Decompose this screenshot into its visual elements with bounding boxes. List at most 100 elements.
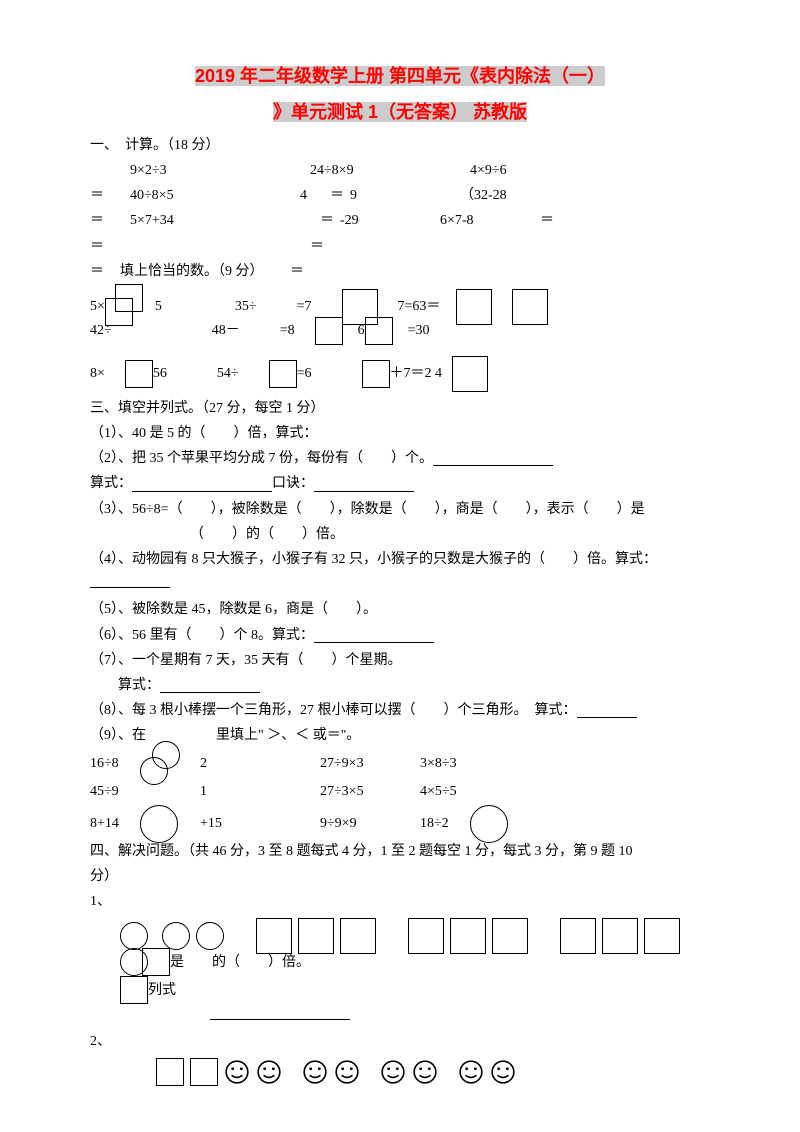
s3-q2b-row: 算式： 口诀： [90,471,710,496]
s3-q1: （1）、40 是 5 的（ ）倍，算式： [90,421,710,446]
s1-r2c2a: 4 [300,183,330,208]
cmp-r3c: 9÷9×9 [320,811,420,836]
blank-line-3 [314,477,414,492]
circle-blank-1 [140,805,178,843]
s3-q7b: 算式： [90,673,160,698]
shape-square [492,918,528,954]
cmp-r2d: 4×5÷5 [420,779,457,804]
smiley-icon [256,1059,282,1085]
cmp-r1d: 3×8÷3 [420,751,457,776]
s3-q3a: （3）、56÷8=（ ），被除数是（ ），除数是（ ），商是（ ），表示（ ）是 [90,497,710,522]
shape-square [644,918,680,954]
s4-q1list: 列式 [148,978,176,1003]
s4-head: 四、解决问题。（共 46 分，3 至 8 题每式 4 分，1 至 2 题每空 1… [90,839,710,864]
cmp-r2a: 45÷9 [90,779,140,804]
s1-r3c1: 5×7+34 [130,208,320,233]
s2-head-row: ＝ 填上恰当的数。（9 分） ＝ [90,259,710,284]
worksheet-page: 2019 年二年级数学上册 第四单元《表内除法（一） 》单元测试 1（无答案） … [0,0,800,1126]
s4-q1: 1、 [90,889,710,914]
cmp-r3d: 18÷2 [420,811,470,836]
s1-row2: ＝ 40÷8×5 4 ＝ 9 （32-28 [90,183,710,208]
shape-square [156,1058,184,1086]
empty-box-3 [512,289,548,325]
s2-r2d: 6 [358,318,365,343]
cmp-r2b: 1 [200,779,320,804]
smiley-row [120,1058,710,1086]
box-stack-1 [105,284,155,330]
s3-q7a: （7）、一个星期有 7 天，35 天有（ ）个星期。 [90,648,710,673]
empty-box-2 [456,289,492,325]
shape-circle [162,922,190,950]
s2-r1e: 7=63 [398,294,427,319]
cmp-row3: 8+14 +15 9÷9×9 18÷2 [90,805,710,839]
s3-q5: （5）、被除数是 45，除数是 6，商是（ ）。 [90,597,710,622]
s1-r1c3: 4×9÷6 [470,158,507,183]
s3-q2b: 算式： [90,471,132,496]
eq8: ＝ [90,259,100,284]
shape-square [408,918,444,954]
blank-line-4 [90,573,170,588]
eq9: ＝ [290,259,304,284]
cmp-r3b: +15 [200,811,320,836]
eq2: ＝ [330,183,350,208]
s1-row3: ＝ 5×7+34 ＝ -29 6×7-8 ＝ [90,208,710,233]
s2-r1c: 35÷ [235,294,257,319]
s4-q1text: 是 的（ ）倍。 [170,950,310,975]
s4-head2: 分） [90,864,710,889]
shape-square [142,948,170,976]
eq6: ＝ [90,234,100,259]
cmp-r1b: 2 [200,751,320,776]
empty-box-6 [125,360,153,388]
blank-line-6 [160,678,260,693]
empty-box-5 [365,317,393,345]
cmp-row2: 45÷9 1 27÷3×5 4×5÷5 [90,779,710,805]
s3-q6-row: （6）、56 里有（ ）个 8。算式： [90,623,710,648]
s3-q2a: （2）、把 35 个苹果平均分成 7 份，每份有（ ）个。 [90,446,433,471]
s2-r3c: 54÷ [217,361,239,386]
eq7: ＝ [310,234,330,259]
smiley-icon [380,1059,406,1085]
s2-row2: 42÷ 48－ =8 6 =30 [90,316,710,346]
title-text-1: 2019 年二年级数学上册 第四单元《表内除法（一） [195,66,605,86]
shape-square [190,1058,218,1086]
s2-row3: 8× 56 54÷ =6 ＋7＝2 4 [90,356,710,390]
s3-q9: （9）、在 里填上" ＞、＜ 或＝"。 [90,723,710,748]
s2-row1: 5× 5 35÷ =7 7=63 ＝ [90,284,710,316]
s2-r3d: =6 [297,361,312,386]
s3-q8: （8）、每 3 根小棒摆一个三角形，27 根小棒可以摆（ ）个三角形。 算式： [90,698,577,723]
smiley-icon [224,1059,250,1085]
s1-r2c3: （32-28 [460,183,507,208]
s3-q2a-row: （2）、把 35 个苹果平均分成 7 份，每份有（ ）个。 [90,446,710,471]
blank-line-8 [210,1005,350,1020]
s3-q8-row: （8）、每 3 根小棒摆一个三角形，27 根小棒可以摆（ ）个三角形。 算式： [90,698,710,723]
empty-box-7 [269,360,297,388]
shape-square [602,918,638,954]
circle-stack-1 [140,749,200,779]
eq1: ＝ [90,183,100,208]
smiley-icon [302,1059,328,1085]
eq5: ＝ [540,208,554,233]
smiley-icon [458,1059,484,1085]
s2-head: 填上恰当的数。（9 分） [120,259,290,284]
s3-q4: （4）、动物园有 8 只大猴子，小猴子有 32 只，小猴子的只数是大猴子的（ ）… [90,547,710,572]
cmp-row1: 16÷8 2 27÷9×3 3×8÷3 [90,749,710,779]
title-line-2: 》单元测试 1（无答案） 苏教版 [90,96,710,128]
blank-line-1 [433,451,553,466]
s3-q7b-row: 算式： [90,673,710,698]
shape-circle [196,922,224,950]
shape-circle [120,922,148,950]
s2-r2c: =8 [280,318,295,343]
s2-r2b: 48－ [212,318,240,343]
shape-square [560,918,596,954]
smiley-icon [490,1059,516,1085]
s2-r3b: 56 [153,361,167,386]
title-text-2: 》单元测试 1（无答案） 苏教版 [273,102,527,122]
smiley-icon [334,1059,360,1085]
cmp-r1a: 16÷8 [90,751,140,776]
eq3: ＝ [90,208,100,233]
empty-box-4 [315,317,343,345]
s4-q2: 2、 [90,1029,710,1054]
s2-r1b: 5 [155,294,235,319]
s1-r3c3: 6×7-8 [440,208,540,233]
s1-r2c1: 40÷8×5 [130,183,300,208]
